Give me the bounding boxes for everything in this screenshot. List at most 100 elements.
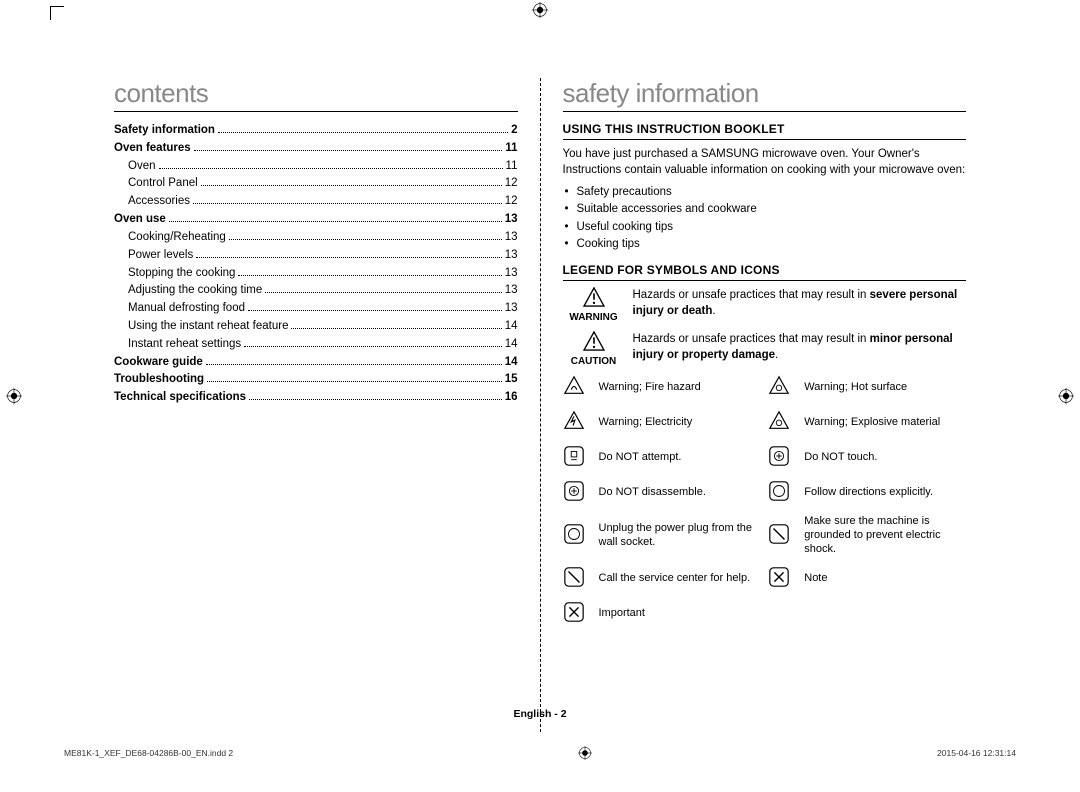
- toc-entry: Oven features 11: [114, 140, 518, 158]
- toc-leader: [265, 292, 501, 293]
- caution-text: Hazards or unsafe practices that may res…: [633, 331, 967, 363]
- page-footer: English - 2: [0, 708, 1080, 720]
- legend-symbol-label: Warning; Hot surface: [804, 381, 966, 395]
- print-filename: ME81K-1_XEF_DE68-04286B-00_EN.indd 2: [64, 748, 233, 758]
- toc-page: 13: [505, 229, 518, 247]
- legend-symbol-icon: [563, 601, 585, 623]
- toc-entry: Oven use13: [114, 211, 518, 229]
- registration-mark-top: [532, 2, 548, 18]
- caution-row: CAUTION Hazards or unsafe practices that…: [563, 331, 967, 367]
- legend-symbol-cell: [768, 523, 796, 548]
- contents-column: contents Safety information2Oven feature…: [100, 78, 541, 732]
- toc-leader: [244, 346, 502, 347]
- legend-symbol-icon: [563, 480, 585, 502]
- icon-legend-grid: Warning; Fire hazard Warning; Hot surface…: [563, 375, 967, 626]
- bullet-item: Cooking tips: [577, 236, 967, 253]
- registration-mark-right: [1058, 388, 1074, 404]
- legend-symbol-icon: [768, 566, 790, 588]
- toc-entry: Power levels13: [114, 247, 518, 265]
- toc-page: 15: [505, 371, 518, 389]
- toc-entry: Stopping the cooking 13: [114, 265, 518, 283]
- toc-page: 14: [505, 354, 518, 372]
- legend-symbol-icon: [768, 445, 790, 467]
- toc-entry: Safety information 2: [114, 122, 518, 140]
- toc-entry: Oven11: [114, 158, 518, 176]
- print-footer: ME81K-1_XEF_DE68-04286B-00_EN.indd 2 201…: [64, 746, 1016, 760]
- toc-entry: Cooking/Reheating 13: [114, 229, 518, 247]
- toc-label: Power levels: [128, 247, 193, 265]
- legend-symbol-cell: [563, 375, 591, 400]
- toc-entry: Control Panel 12: [114, 175, 518, 193]
- caution-triangle-icon: [583, 331, 605, 351]
- intro-text: You have just purchased a SAMSUNG microw…: [563, 146, 967, 178]
- legend-symbol-cell: [768, 480, 796, 505]
- legend-symbol-label: Do NOT attempt.: [599, 451, 761, 465]
- toc-entry: Technical specifications16: [114, 389, 518, 407]
- warning-row: WARNING Hazards or unsafe practices that…: [563, 287, 967, 323]
- toc-entry: Cookware guide 14: [114, 354, 518, 372]
- toc-label: Safety information: [114, 122, 215, 140]
- legend-symbol-cell: [768, 566, 796, 591]
- table-of-contents: Safety information 2 Oven features 11Oven11…: [114, 122, 518, 407]
- toc-label: Cooking/Reheating: [128, 229, 226, 247]
- caution-label: CAUTION: [563, 356, 625, 367]
- toc-label: Oven features: [114, 140, 191, 158]
- toc-entry: Accessories12: [114, 193, 518, 211]
- legend-symbol-label: Warning; Fire hazard: [599, 381, 761, 395]
- legend-symbol-icon: [563, 445, 585, 467]
- legend-symbol-icon: [768, 375, 790, 397]
- bullet-item: Safety precautions: [577, 184, 967, 201]
- toc-label: Oven use: [114, 211, 166, 229]
- toc-page: 2: [511, 122, 517, 140]
- toc-label: Cookware guide: [114, 354, 203, 372]
- toc-page: 14: [505, 318, 518, 336]
- toc-page: 12: [505, 175, 518, 193]
- toc-label: Troubleshooting: [114, 371, 204, 389]
- legend-symbol-icon: [563, 566, 585, 588]
- legend-symbol-label: Note: [804, 572, 966, 586]
- toc-page: 13: [505, 282, 518, 300]
- safety-column: safety information USING THIS INSTRUCTIO…: [541, 78, 981, 732]
- legend-symbol-cell: [563, 445, 591, 470]
- legend-symbol-icon: [563, 523, 585, 545]
- legend-symbol-icon: [768, 480, 790, 502]
- toc-leader: [248, 310, 502, 311]
- legend-symbol-label: Call the service center for help.: [599, 572, 761, 586]
- safety-heading: safety information: [563, 78, 967, 112]
- toc-label: Stopping the cooking: [128, 265, 235, 283]
- section-using-booklet: USING THIS INSTRUCTION BOOKLET: [563, 122, 967, 140]
- registration-mark-bottom: [578, 746, 592, 760]
- legend-symbol-label: Do NOT touch.: [804, 451, 966, 465]
- registration-mark-left: [6, 388, 22, 404]
- legend-symbol-icon: [768, 523, 790, 545]
- toc-page: 13: [505, 265, 518, 283]
- toc-entry: Troubleshooting 15: [114, 371, 518, 389]
- toc-leader: [193, 203, 502, 204]
- toc-label: Adjusting the cooking time: [128, 282, 262, 300]
- warning-label: WARNING: [563, 312, 625, 323]
- bullet-item: Useful cooking tips: [577, 219, 967, 236]
- toc-leader: [249, 399, 502, 400]
- toc-leader: [196, 257, 502, 258]
- legend-symbol-icon: [563, 375, 585, 397]
- toc-entry: Using the instant reheat feature14: [114, 318, 518, 336]
- legend-symbol-cell: [768, 410, 796, 435]
- toc-label: Accessories: [128, 193, 190, 211]
- toc-label: Control Panel: [128, 175, 198, 193]
- warning-text: Hazards or unsafe practices that may res…: [633, 287, 967, 319]
- print-timestamp: 2015-04-16 12:31:14: [937, 748, 1016, 758]
- bullet-item: Suitable accessories and cookware: [577, 201, 967, 218]
- legend-symbol-cell: [768, 375, 796, 400]
- legend-symbol-label: Unplug the power plug from the wall sock…: [599, 522, 761, 550]
- toc-leader: [207, 381, 502, 382]
- toc-label: Technical specifications: [114, 389, 246, 407]
- legend-symbol-label: Warning; Explosive material: [804, 416, 966, 430]
- warning-triangle-icon: [583, 287, 605, 307]
- toc-leader: [218, 132, 508, 133]
- toc-page: 11: [505, 140, 517, 158]
- intro-bullets: Safety precautionsSuitable accessories a…: [563, 184, 967, 253]
- toc-entry: Manual defrosting food13: [114, 300, 518, 318]
- legend-symbol-icon: [563, 410, 585, 432]
- legend-symbol-icon: [768, 410, 790, 432]
- toc-leader: [291, 328, 501, 329]
